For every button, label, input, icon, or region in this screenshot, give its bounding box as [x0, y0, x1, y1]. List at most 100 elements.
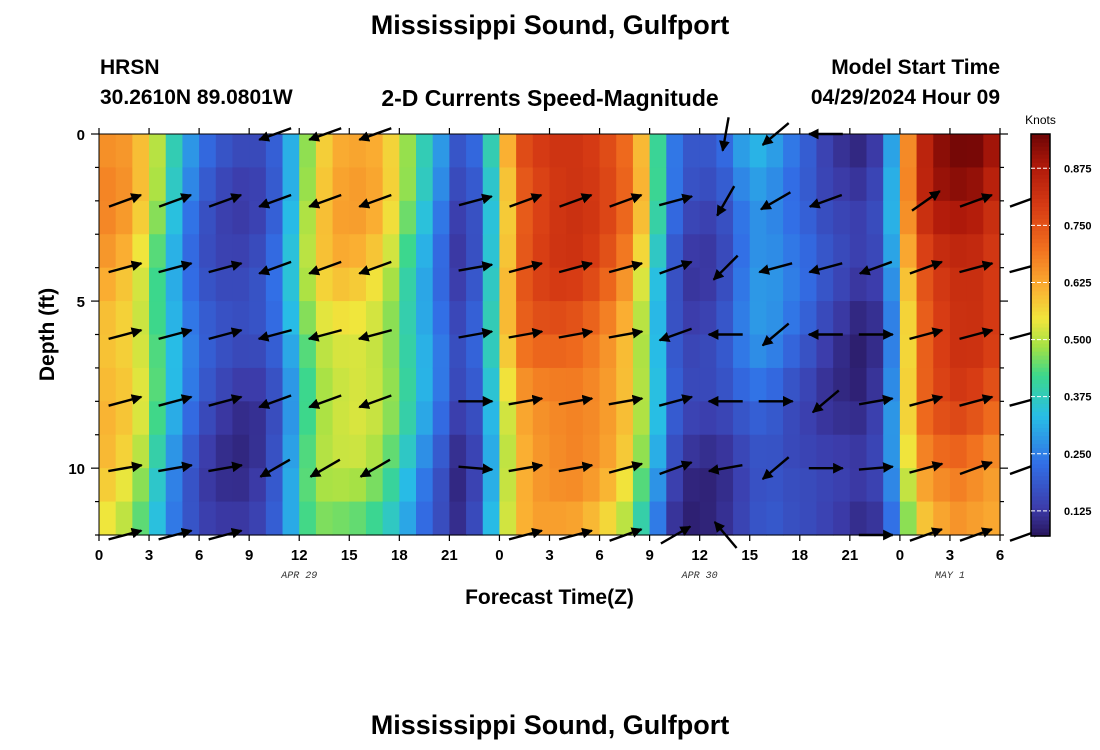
heatmap-cell	[883, 134, 901, 169]
heatmap-cell	[682, 434, 701, 469]
heatmap-cell	[315, 200, 334, 235]
heatmap-cell	[699, 401, 717, 436]
heatmap-cell	[916, 200, 934, 235]
heatmap-cell	[699, 167, 717, 202]
heatmap-cell	[449, 167, 467, 202]
heatmap-cell	[582, 468, 601, 503]
heatmap-cell	[799, 501, 818, 536]
colorbar-segment	[1031, 174, 1050, 179]
heatmap-cell	[315, 134, 334, 169]
heatmap-cell	[866, 234, 884, 269]
heatmap-cell	[582, 501, 601, 536]
current-vector-arrow	[659, 460, 693, 476]
heatmap-cell	[265, 501, 284, 536]
colorbar-segment	[1031, 395, 1050, 400]
heatmap-cell	[382, 301, 400, 336]
current-vector-arrow	[609, 193, 643, 208]
heatmap-cell	[883, 434, 901, 469]
colorbar-segment	[1031, 266, 1050, 272]
colorbar-segment	[1031, 379, 1050, 384]
heatmap-cell	[983, 267, 1001, 302]
heatmap-cell	[315, 267, 334, 302]
heatmap-cell	[949, 134, 968, 169]
heatmap-cell	[799, 167, 818, 202]
heatmap-cell	[115, 434, 133, 469]
heatmap-cell	[382, 367, 400, 402]
heatmap-cell	[466, 334, 484, 369]
heatmap-cell	[365, 134, 384, 169]
heatmap-cell	[349, 267, 367, 302]
heatmap-cell	[816, 301, 834, 336]
colorbar-segment	[1031, 483, 1050, 489]
heatmap-cell	[866, 501, 884, 536]
heatmap-cell	[432, 301, 450, 336]
heatmap-cell	[733, 434, 751, 469]
date-label: APR 29	[280, 571, 317, 582]
x-tick-label: 6	[996, 547, 1004, 564]
heatmap-cell	[883, 167, 901, 202]
heatmap-cell	[182, 234, 200, 269]
colorbar-segment	[1031, 383, 1050, 388]
heatmap-cell	[649, 134, 667, 169]
heatmap-cell	[332, 267, 350, 302]
colorbar-segment	[1031, 415, 1050, 421]
heatmap-cell	[115, 267, 133, 302]
heatmap-cell	[549, 334, 567, 369]
heatmap-cell	[766, 167, 784, 202]
heatmap-cell	[716, 468, 734, 503]
colorbar-segment	[1031, 318, 1050, 324]
heatmap-cell	[899, 468, 918, 503]
heatmap-cell	[199, 501, 217, 536]
heatmap-cell	[332, 134, 350, 169]
current-vector-arrow	[258, 260, 292, 276]
heatmap-cell	[632, 200, 651, 235]
heatmap-cell	[599, 267, 617, 302]
heatmap-cell	[416, 167, 434, 202]
heatmap-cell	[199, 434, 217, 469]
heatmap-cell	[749, 468, 768, 503]
heatmap-cell	[616, 334, 634, 369]
heatmap-cell	[733, 267, 751, 302]
heatmap-cell	[365, 234, 384, 269]
current-vector-arrow	[309, 458, 341, 478]
heatmap-cell	[566, 334, 584, 369]
heatmap-cell	[532, 367, 551, 402]
heatmap-cell	[899, 434, 918, 469]
heatmap-cell	[365, 334, 384, 369]
current-vector-arrow	[608, 327, 644, 339]
heatmap-cell	[416, 134, 434, 169]
heatmap-cell	[566, 468, 584, 503]
colorbar-segment	[1031, 503, 1050, 509]
x-tick-label: 6	[595, 547, 603, 564]
heatmap-cell	[833, 200, 851, 235]
colorbar-segment	[1031, 403, 1050, 408]
heatmap-cell	[566, 501, 584, 536]
heatmap-cell	[215, 267, 234, 302]
heatmap-cell	[716, 401, 734, 436]
heatmap-cell	[215, 468, 234, 503]
heatmap-cell	[699, 200, 717, 235]
heatmap-cell	[582, 334, 601, 369]
footer-title: Mississippi Sound, Gulfport	[370, 710, 730, 740]
heatmap-cell	[265, 301, 284, 336]
current-vector-arrow	[909, 327, 944, 341]
colorbar-segment	[1031, 150, 1050, 155]
heatmap-cell	[349, 501, 367, 536]
heatmap-cell	[449, 334, 467, 369]
heatmap-cell	[649, 267, 667, 302]
heatmap-cell	[282, 501, 300, 536]
heatmap-cell	[466, 367, 484, 402]
heatmap-cell	[99, 468, 117, 503]
heatmap-cell	[482, 367, 501, 402]
heatmap-cell	[416, 401, 434, 436]
heatmap-cell	[99, 167, 117, 202]
colorbar-segment	[1031, 475, 1050, 481]
colorbar-segment	[1031, 198, 1050, 203]
heatmap-cell	[816, 468, 834, 503]
colorbar-segment	[1031, 507, 1050, 513]
heatmap-cell	[199, 200, 217, 235]
heatmap-cell	[749, 134, 768, 169]
current-vector-arrow	[758, 262, 793, 275]
heatmap-cell	[282, 200, 300, 235]
heatmap-cell	[849, 468, 868, 503]
